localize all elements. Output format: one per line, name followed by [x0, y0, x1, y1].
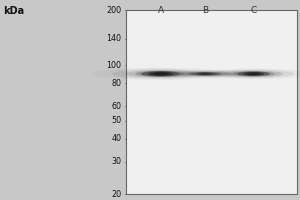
Text: kDa: kDa [3, 6, 24, 16]
Text: 200: 200 [106, 6, 122, 15]
Ellipse shape [237, 71, 270, 76]
Ellipse shape [153, 72, 168, 75]
FancyBboxPatch shape [126, 10, 297, 194]
Ellipse shape [148, 72, 173, 76]
Ellipse shape [224, 70, 283, 77]
Ellipse shape [212, 69, 295, 78]
Ellipse shape [247, 73, 260, 75]
Ellipse shape [125, 70, 196, 78]
Text: 40: 40 [112, 134, 122, 143]
Ellipse shape [232, 71, 275, 76]
Ellipse shape [200, 73, 211, 75]
Text: 60: 60 [112, 102, 122, 111]
Ellipse shape [186, 72, 225, 76]
Ellipse shape [178, 71, 232, 76]
Text: C: C [250, 6, 256, 15]
Ellipse shape [190, 72, 220, 76]
Ellipse shape [135, 71, 186, 77]
Text: 20: 20 [111, 190, 122, 199]
Ellipse shape [141, 71, 180, 77]
Text: 100: 100 [106, 61, 122, 70]
Ellipse shape [112, 69, 209, 79]
Text: 30: 30 [112, 157, 122, 166]
Text: 80: 80 [112, 79, 122, 88]
Text: 50: 50 [111, 116, 122, 125]
Ellipse shape [243, 72, 264, 76]
Text: B: B [202, 6, 208, 15]
Ellipse shape [168, 71, 243, 77]
Ellipse shape [196, 72, 215, 75]
Text: A: A [158, 6, 164, 15]
Text: 140: 140 [106, 34, 122, 43]
